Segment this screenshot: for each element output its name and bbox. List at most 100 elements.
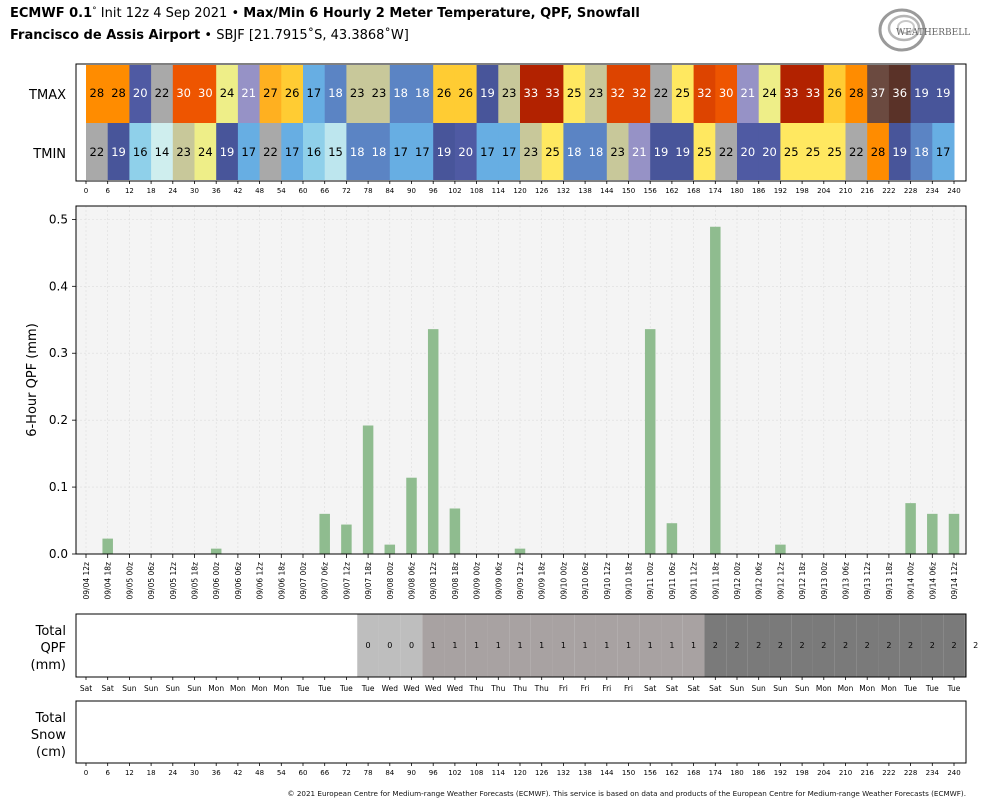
qpf-bar <box>948 513 960 554</box>
tmax-value: 32 <box>610 86 625 100</box>
tmin-cell <box>758 123 781 180</box>
total-snow-label-3: (cm) <box>36 745 66 760</box>
tmax-value: 21 <box>241 86 256 100</box>
snow-hour-tick-label: 78 <box>364 769 373 777</box>
day-tick-label: Tue <box>339 684 353 693</box>
tmax-value: 19 <box>914 86 929 100</box>
day-tick-label: Mon <box>252 684 268 693</box>
tmin-cell <box>715 123 738 180</box>
tmax-cell <box>737 65 760 123</box>
tmin-cell <box>86 123 109 180</box>
day-tick-label: Thu <box>534 684 549 693</box>
tmin-value: 22 <box>849 145 864 159</box>
snow-hour-tick-label: 54 <box>277 769 286 777</box>
tmax-cell <box>151 65 174 123</box>
snow-hour-tick-label: 156 <box>644 769 658 777</box>
qpf-bar <box>406 477 417 554</box>
tmax-value: 30 <box>176 86 191 100</box>
total-qpf-value: 2 <box>973 641 978 650</box>
snow-hour-tick-label: 144 <box>600 769 614 777</box>
tmin-value: 17 <box>285 145 300 159</box>
row-label-tmin: TMIN <box>32 147 66 162</box>
total-qpf-value: 2 <box>886 641 891 650</box>
qpf-x-tick-label: 09/04 12z <box>82 562 91 600</box>
total-qpf-value: 1 <box>626 641 631 650</box>
tmax-value: 19 <box>936 86 951 100</box>
tmin-cell <box>216 123 239 180</box>
day-tick-label: Sun <box>187 684 202 693</box>
qpf-x-tick-label: 09/09 12z <box>516 562 525 600</box>
qpf-bar <box>905 503 916 554</box>
qpf-x-tick-label: 09/09 06z <box>494 562 503 600</box>
temp-hour-tick-label: 138 <box>578 187 591 195</box>
day-tick-label: Thu <box>490 684 505 693</box>
total-qpf-value: 2 <box>951 641 956 650</box>
snow-hour-tick-label: 0 <box>84 769 88 777</box>
snow-hour-tick-label: 90 <box>407 769 416 777</box>
temp-hour-tick-label: 192 <box>774 187 787 195</box>
total-qpf-cell <box>487 614 510 677</box>
tmin-cell <box>454 123 478 180</box>
temp-hour-tick-label: 12 <box>125 187 134 195</box>
tmax-value: 33 <box>784 86 799 100</box>
tmax-value: 28 <box>111 86 126 100</box>
snow-hour-tick-label: 84 <box>385 769 394 777</box>
snow-hour-tick-label: 60 <box>299 769 308 777</box>
tmax-cell <box>628 65 651 123</box>
qpf-x-tick-label: 09/10 12z <box>603 562 612 600</box>
tmin-cell <box>303 123 326 180</box>
location-name: Francisco de Assis Airport <box>10 28 201 43</box>
qpf-bar <box>362 425 374 554</box>
tmin-value: 17 <box>480 145 495 159</box>
tmin-value: 17 <box>241 145 256 159</box>
tmin-cell <box>888 123 912 180</box>
total-qpf-cell <box>682 614 705 677</box>
tmin-cell <box>476 123 499 180</box>
tmin-value: 19 <box>437 145 452 159</box>
qpf-x-tick-label: 09/09 18z <box>538 562 547 600</box>
day-tick-label: Tue <box>925 684 939 693</box>
tmax-cell <box>476 65 499 123</box>
row-label-tmax: TMAX <box>28 88 66 103</box>
qpf-x-tick-label: 09/07 12z <box>342 562 351 600</box>
snow-hour-tick-label: 30 <box>190 769 199 777</box>
tmax-value: 32 <box>632 86 647 100</box>
tmax-value: 23 <box>589 86 604 100</box>
total-qpf-value: 2 <box>734 641 739 650</box>
temp-hour-tick-label: 216 <box>861 187 875 195</box>
temp-hour-tick-label: 108 <box>470 187 483 195</box>
qpf-x-tick-label: 09/09 00z <box>473 562 482 600</box>
tmax-cell <box>237 65 261 123</box>
tmin-cell <box>693 123 716 180</box>
total-snow-label-2: Snow <box>31 728 66 743</box>
tmin-value: 25 <box>545 145 560 159</box>
tmin-value: 23 <box>524 145 539 159</box>
title-line-2: Francisco de Assis Airport • SBJF [21.79… <box>10 28 409 43</box>
qpf-y-axis-label: 6-Hour QPF (mm) <box>25 323 40 437</box>
tmin-value: 25 <box>806 145 821 159</box>
tmin-value: 17 <box>415 145 430 159</box>
day-tick-label: Fri <box>581 684 590 693</box>
total-qpf-value: 1 <box>691 641 696 650</box>
tmax-cell <box>823 65 846 123</box>
snow-hour-tick-label: 150 <box>622 769 635 777</box>
snow-hour-tick-label: 126 <box>535 769 549 777</box>
svg-text:WEATHERBELL: WEATHERBELL <box>896 28 970 38</box>
tmax-cell <box>129 65 152 123</box>
tmax-cell <box>454 65 478 123</box>
tmin-cell <box>411 123 434 180</box>
snow-hour-tick-label: 66 <box>320 769 329 777</box>
day-tick-label: Sun <box>122 684 137 693</box>
qpf-bar <box>666 523 678 554</box>
day-tick-label: Mon <box>273 684 289 693</box>
tmin-value: 14 <box>155 145 170 159</box>
tmin-value: 18 <box>372 145 387 159</box>
tmin-value: 16 <box>133 145 148 159</box>
tmin-value: 22 <box>263 145 278 159</box>
qpf-x-tick-label: 09/06 18z <box>277 562 286 600</box>
total-snow-label-1: Total <box>35 711 66 726</box>
day-tick-label: Sun <box>795 684 810 693</box>
temp-hour-tick-label: 36 <box>212 187 221 195</box>
qpf-x-tick-label: 09/08 06z <box>408 562 417 600</box>
